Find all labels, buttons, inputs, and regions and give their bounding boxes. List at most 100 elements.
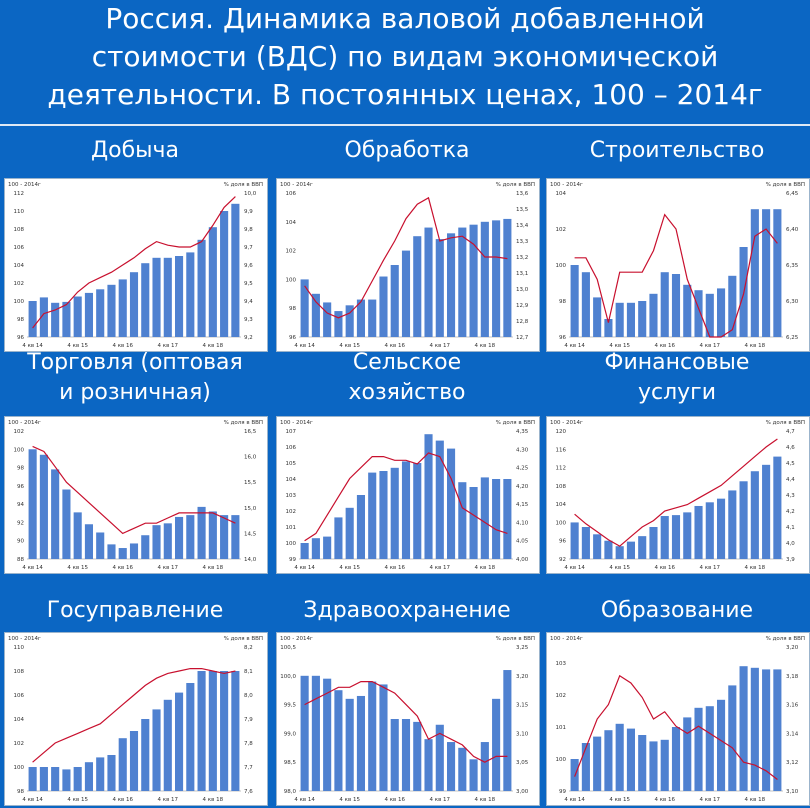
bar (51, 767, 60, 791)
y-tick-label: 102 (286, 249, 297, 255)
chart-panel: 100 - 2014г % доля в ВВП 96 98 100 102 104 106 1… (276, 178, 540, 352)
y2-tick-label: 3,20 (516, 674, 529, 680)
left-axis-label: 100 - 2014г (550, 636, 583, 642)
left-axis-label: 100 - 2014г (280, 636, 313, 642)
chart-svg: 100 - 2014г % доля в ВВП 99 100 101 102 103 3,1… (550, 636, 805, 803)
x-tick-label: 4 кв 14 (22, 565, 43, 571)
chart-cell: Финансовые услуги 100 - 2014г % доля в ВВП 9… (542, 344, 810, 576)
bar (197, 239, 206, 337)
bar (390, 467, 399, 559)
bar (334, 311, 343, 337)
bar (334, 690, 343, 791)
x-tick-label: 4 кв 16 (112, 343, 133, 349)
y2-tick-label: 6,40 (786, 227, 799, 233)
y2-tick-label: 14,5 (244, 531, 257, 537)
bar (323, 302, 332, 337)
y-tick-label: 101 (286, 525, 297, 531)
y2-tick-label: 13,5 (516, 207, 529, 213)
y-tick-label: 96 (17, 335, 24, 341)
y2-tick-label: 16,0 (244, 455, 257, 461)
x-tick-label: 4 кв 14 (22, 797, 43, 803)
x-tick-label: 4 кв 17 (430, 797, 451, 803)
chart-cell: Образование 100 - 2014г% доля в ВВП 99 100 1… (542, 588, 810, 808)
y2-tick-label: 16,5 (244, 429, 257, 435)
chart-svg: 100 - 2014г % доля в ВВП 98 100 102 104 106 108… (8, 636, 263, 803)
left-axis-label: 100 - 2014г (550, 182, 583, 188)
bar (728, 685, 737, 791)
bar (368, 681, 377, 791)
y-tick-label: 92 (559, 557, 566, 563)
bar (129, 731, 139, 791)
bar (186, 683, 195, 791)
left-axis-label: 100 - 2014г (8, 636, 41, 642)
x-tick-label: 4 кв 15 (339, 565, 360, 571)
y2-tick-label: 14,0 (244, 557, 257, 563)
page-title-line-3: деятельности. В постоянных ценах, 100 – … (47, 78, 763, 111)
y-tick-label: 110 (14, 209, 25, 215)
y-tick-label: 112 (556, 466, 567, 472)
chart-title: Торговля (оптовая и розничная) (0, 348, 270, 408)
y-tick-label: 100 (14, 447, 25, 453)
chart-cell: Сельское хозяйство 100 - 2014г % доля в ВВП… (272, 344, 542, 576)
bar (231, 515, 240, 559)
chart-title-line: Торговля (оптовая (27, 350, 243, 375)
right-axis-label: % доля в ВВП (224, 182, 263, 188)
bar (649, 527, 658, 559)
bar (638, 536, 647, 559)
page-title-line-1: Россия. Динамика валовой добавленной (105, 2, 705, 35)
bar (368, 472, 377, 559)
y2-tick-label: 3,00 (516, 789, 529, 795)
y-tick-label: 104 (556, 191, 567, 197)
y2-tick-label: 9,3 (244, 317, 253, 323)
bar (152, 525, 161, 559)
bar (141, 263, 150, 337)
bar (186, 515, 195, 559)
y-tick-label: 99,0 (284, 731, 297, 737)
bar (300, 279, 309, 337)
chart-title-line: Здравоохранение (303, 598, 511, 623)
y2-tick-label: 9,5 (244, 281, 253, 287)
bar (480, 742, 489, 791)
y2-tick-label: 9,7 (244, 245, 253, 251)
x-tick-label: 4 кв 14 (294, 343, 315, 349)
x-tick-label: 4 кв 14 (564, 343, 585, 349)
y-tick-label: 98 (17, 789, 24, 795)
y2-tick-label: 13,3 (516, 239, 529, 245)
bar (626, 541, 636, 559)
bar (323, 536, 332, 559)
bar (208, 671, 217, 791)
bar (62, 489, 71, 559)
bar (129, 543, 139, 559)
x-tick-label: 4 кв 15 (67, 343, 88, 349)
y-tick-label: 103 (286, 493, 297, 499)
y-tick-label: 108 (14, 669, 25, 675)
bar (762, 464, 771, 559)
bar (660, 739, 669, 791)
right-axis-label: % доля в ВВП (766, 636, 805, 642)
x-tick-label: 4 кв 16 (384, 343, 405, 349)
bar (118, 548, 127, 559)
bar (716, 498, 726, 559)
bar (107, 544, 116, 559)
y2-tick-label: 4,05 (516, 539, 529, 545)
chart-panel: 100 - 2014г % доля в ВВП 92 96 100 104 108 112 1… (546, 416, 810, 574)
y2-tick-label: 3,16 (786, 703, 799, 709)
bar (739, 481, 748, 559)
bar (705, 502, 714, 559)
y-tick-label: 102 (14, 281, 25, 287)
x-tick-label: 4 кв 14 (22, 343, 43, 349)
right-axis-label: % доля в ВВП (766, 420, 805, 426)
bar (469, 487, 478, 559)
bar (638, 301, 647, 337)
y2-tick-label: 3,18 (786, 674, 799, 680)
chart-cell: Здравоохранение 100 - 2014г % доля в ВВП 98… (272, 588, 542, 808)
bar (683, 717, 692, 791)
bar (424, 739, 433, 791)
x-tick-label: 4 кв 16 (654, 565, 675, 571)
bar (197, 671, 206, 791)
bar (84, 524, 94, 559)
bar (683, 512, 692, 559)
bar (649, 293, 658, 337)
y2-tick-label: 12,7 (516, 335, 529, 341)
chart-panel: 100 - 2014г % доля в ВВП 99 100 101 102 103 104… (276, 416, 540, 574)
